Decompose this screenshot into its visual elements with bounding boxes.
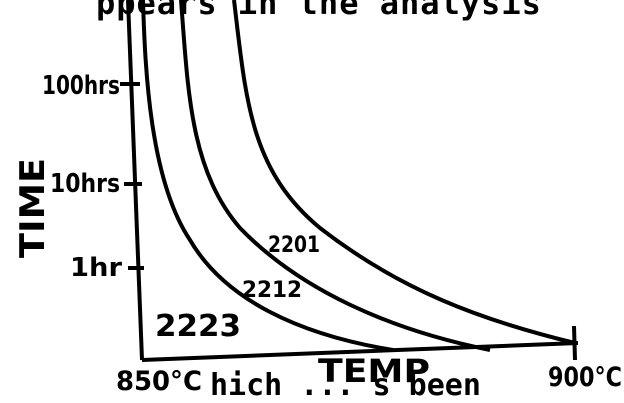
y-axis: [126, 0, 144, 361]
y-axis-title: TIME: [13, 158, 53, 258]
x-axis: [141, 341, 579, 362]
x-axis-title: TEMP: [318, 352, 430, 390]
phase-boundary-2223-2212: [141, 0, 394, 352]
phase-stability-chart: 100hrs 10hrs 1hr TIME 850°C 900°C TEMP 2…: [13, 0, 622, 393]
phase-boundary-2212-2201: [179, 0, 491, 352]
page-text-bottom: hich ... s been: [210, 368, 481, 403]
x-tick-label-850: 850°C: [116, 366, 202, 393]
phase-boundary-2201: [232, 0, 576, 345]
series-label-2201: 2201: [268, 233, 320, 258]
y-tick-label-1hr: 1hr: [70, 253, 122, 283]
series-label-2223: 2223: [155, 309, 241, 344]
series-label-2212: 2212: [242, 278, 302, 303]
page-text-top: ppears in the analysis: [96, 0, 542, 22]
y-tick-label-10hrs: 10hrs: [50, 169, 120, 199]
x-tick-label-900: 900°C: [548, 362, 622, 393]
y-tick-label-100hrs: 100hrs: [42, 71, 120, 101]
